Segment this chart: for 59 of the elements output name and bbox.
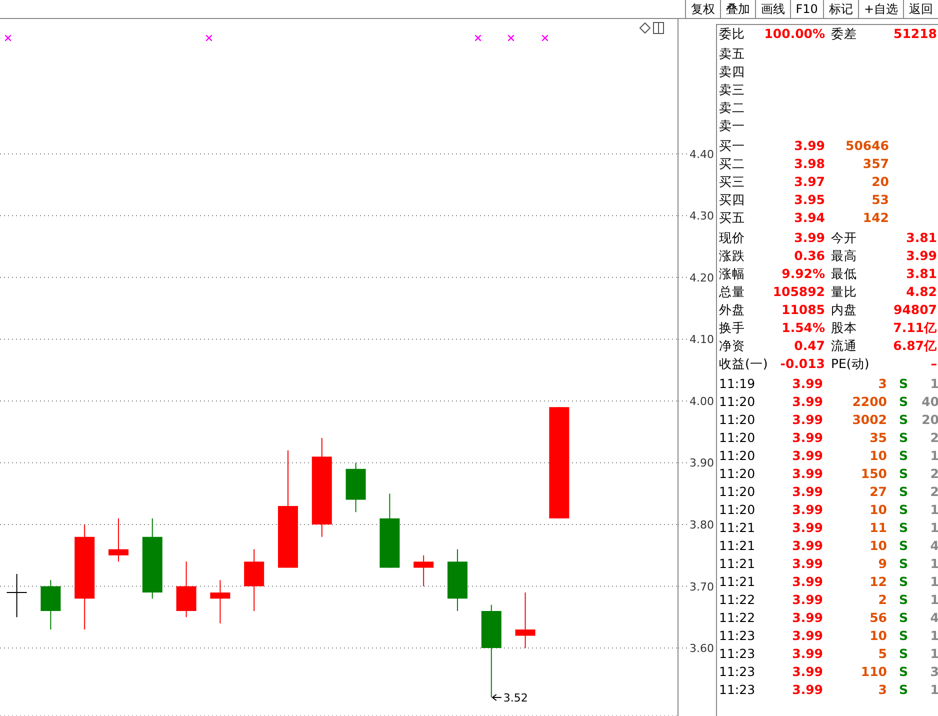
y-tick-label: 4.40	[690, 148, 714, 161]
candlestick	[6, 573, 27, 618]
text: 11:20 3.99 10 S 1	[719, 502, 938, 517]
text: 11:20 3.99 150 S 2	[719, 466, 938, 481]
text: 11:20 3.99 35 S 2	[719, 430, 938, 445]
text: 买四 3.95 53	[719, 192, 889, 207]
text: 标记	[822, 0, 858, 18]
text: 买三 3.97 20	[719, 174, 889, 189]
text: 叠加	[720, 0, 755, 18]
text: 11:21 3.99 11 S 1	[719, 520, 938, 535]
text: 涨幅 9.92% 最低 3.81	[719, 266, 937, 281]
candlestick	[414, 554, 434, 587]
y-tick-label: 3.80	[690, 518, 714, 532]
text: F10	[790, 0, 823, 18]
candlestick	[210, 580, 230, 624]
candlestick	[108, 518, 128, 562]
text: 净资 0.47 流通 6.87亿	[719, 338, 937, 353]
text: 外盘 11085 内盘 94807	[719, 302, 937, 317]
text: +自选	[858, 0, 903, 18]
text: 委比 100.00% 委差 51218	[719, 26, 937, 41]
text: 买五 3.94 142	[719, 210, 889, 225]
text: 总量 105892 量比 4.82	[719, 284, 937, 299]
text: 买一 3.99 50646	[719, 138, 889, 153]
text: 卖五	[719, 46, 745, 62]
y-tick-label: 4.10	[690, 333, 714, 346]
text: 11:22 3.99 56 S 4	[719, 610, 938, 625]
text: 11:20 3.99 3002 S 20	[719, 412, 938, 427]
text: 11:23 3.99 110 S 3	[719, 664, 938, 679]
text: 卖三	[719, 82, 745, 98]
text: 11:23 3.99 10 S 1	[719, 628, 938, 643]
y-tick-label: 3.90	[690, 456, 714, 470]
annotation: 3.52	[503, 691, 528, 704]
text: 画线	[754, 0, 790, 18]
y-tick-label: 3.70	[690, 580, 714, 594]
text: 11:20 3.99 10 S 1	[719, 448, 938, 463]
text: 11:21 3.99 10 S 4	[719, 538, 938, 553]
text: 11:19 3.99 3 S 1	[719, 376, 938, 391]
text: 返回	[903, 0, 938, 18]
text: 11:22 3.99 2 S 1	[719, 592, 938, 607]
candlestick	[515, 592, 536, 649]
text: 11:21 3.99 12 S 1	[719, 574, 938, 589]
text: 卖二	[719, 100, 745, 116]
text: 11:20 3.99 2200 S 40	[719, 394, 938, 409]
y-tick-label: 3.60	[690, 642, 714, 656]
y-tick-label: 4.00	[690, 394, 714, 408]
text: 11:23 3.99 3 S 1	[719, 682, 938, 697]
text: 现价 3.99 今开 3.81	[719, 230, 937, 245]
y-tick-label: 4.20	[690, 271, 714, 284]
text: 换手 1.54% 股本 7.11亿	[719, 320, 937, 335]
text: 11:23 3.99 5 S 1	[719, 646, 938, 661]
text: 11:21 3.99 9 S 1	[719, 556, 938, 571]
y-tick-label: 4.30	[690, 210, 714, 223]
text: 收益(一) -0.013 PE(动) –	[719, 356, 937, 371]
text: 11:20 3.99 27 S 2	[719, 484, 938, 499]
text: 涨跌 0.36 最高 3.99	[719, 248, 937, 263]
text: 卖一	[719, 118, 745, 134]
text: 卖四	[719, 64, 745, 80]
text: 买二 3.98 357	[719, 156, 889, 171]
text: 复权	[684, 0, 720, 18]
